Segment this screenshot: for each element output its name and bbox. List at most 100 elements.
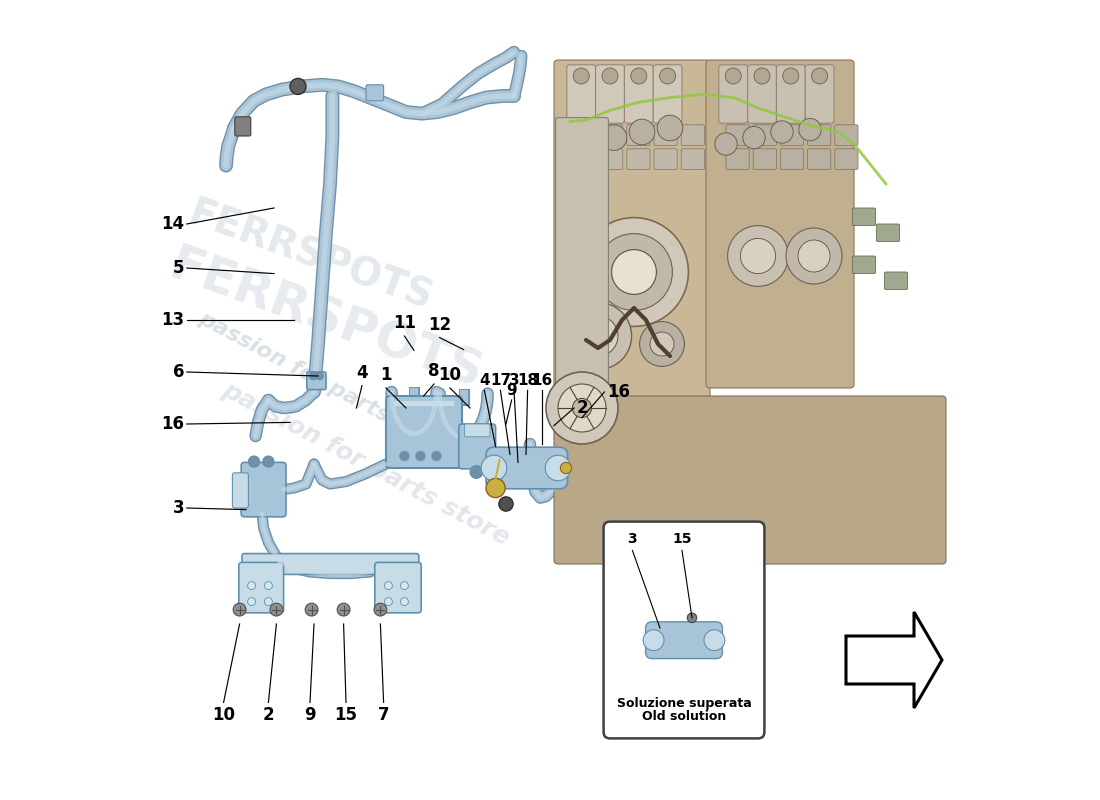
Circle shape — [573, 131, 598, 157]
Circle shape — [431, 451, 441, 461]
FancyBboxPatch shape — [852, 256, 876, 274]
FancyBboxPatch shape — [654, 149, 678, 170]
Circle shape — [249, 456, 260, 467]
FancyBboxPatch shape — [627, 149, 650, 170]
Text: 3: 3 — [508, 373, 519, 388]
FancyBboxPatch shape — [572, 125, 595, 146]
Text: 8: 8 — [428, 362, 440, 380]
Text: 10: 10 — [439, 366, 462, 384]
FancyBboxPatch shape — [375, 562, 421, 613]
Circle shape — [578, 316, 618, 356]
Circle shape — [416, 451, 426, 461]
Circle shape — [486, 478, 505, 498]
Text: Soluzione superata: Soluzione superata — [617, 698, 751, 710]
Text: 4: 4 — [356, 363, 367, 382]
Circle shape — [384, 598, 393, 606]
FancyBboxPatch shape — [627, 125, 650, 146]
Text: 10: 10 — [212, 706, 235, 723]
Circle shape — [786, 228, 842, 284]
Polygon shape — [846, 612, 942, 708]
FancyBboxPatch shape — [234, 117, 251, 136]
Text: 15: 15 — [672, 532, 692, 546]
FancyBboxPatch shape — [726, 125, 749, 146]
Text: 9: 9 — [506, 382, 517, 398]
Text: 9: 9 — [305, 706, 316, 723]
Circle shape — [264, 598, 273, 606]
Circle shape — [725, 68, 741, 84]
Circle shape — [639, 322, 684, 366]
FancyBboxPatch shape — [232, 473, 249, 508]
FancyBboxPatch shape — [459, 424, 496, 469]
Circle shape — [572, 398, 592, 418]
Circle shape — [400, 598, 408, 606]
Circle shape — [650, 332, 674, 356]
Text: 12: 12 — [428, 315, 451, 334]
FancyBboxPatch shape — [777, 65, 805, 123]
FancyBboxPatch shape — [600, 125, 623, 146]
Circle shape — [602, 68, 618, 84]
Text: 7: 7 — [377, 706, 389, 723]
Circle shape — [644, 630, 664, 650]
FancyBboxPatch shape — [805, 65, 834, 123]
Text: 4: 4 — [480, 373, 490, 388]
Circle shape — [560, 462, 572, 474]
FancyBboxPatch shape — [604, 522, 764, 738]
FancyBboxPatch shape — [807, 125, 830, 146]
FancyBboxPatch shape — [386, 396, 462, 468]
FancyBboxPatch shape — [554, 60, 710, 420]
Circle shape — [715, 133, 737, 155]
Circle shape — [374, 603, 387, 616]
Text: passion for parts store: passion for parts store — [218, 378, 514, 550]
Circle shape — [270, 603, 283, 616]
FancyBboxPatch shape — [807, 149, 830, 170]
Circle shape — [305, 603, 318, 616]
Circle shape — [783, 68, 799, 84]
Circle shape — [595, 234, 672, 310]
FancyBboxPatch shape — [464, 424, 490, 437]
Circle shape — [309, 372, 317, 380]
FancyBboxPatch shape — [572, 149, 595, 170]
FancyBboxPatch shape — [486, 447, 568, 489]
Circle shape — [602, 125, 627, 150]
Text: 11: 11 — [393, 314, 416, 332]
Text: 16: 16 — [162, 415, 185, 433]
Text: passion for parts store: passion for parts store — [195, 308, 458, 460]
Text: 13: 13 — [162, 311, 185, 329]
Circle shape — [400, 582, 408, 590]
Circle shape — [630, 68, 647, 84]
Text: 16: 16 — [607, 383, 630, 401]
FancyBboxPatch shape — [595, 65, 625, 123]
FancyBboxPatch shape — [242, 554, 419, 574]
FancyBboxPatch shape — [625, 65, 653, 123]
Circle shape — [580, 218, 689, 326]
Circle shape — [399, 451, 409, 461]
Circle shape — [316, 372, 323, 380]
Circle shape — [629, 119, 654, 145]
Circle shape — [498, 497, 514, 511]
Text: 18: 18 — [517, 373, 538, 388]
FancyBboxPatch shape — [748, 65, 777, 123]
Circle shape — [612, 250, 657, 294]
Circle shape — [727, 226, 789, 286]
Bar — [394, 401, 454, 406]
Text: 14: 14 — [162, 215, 185, 233]
FancyBboxPatch shape — [681, 149, 704, 170]
Circle shape — [264, 582, 273, 590]
FancyBboxPatch shape — [835, 149, 858, 170]
Text: 1: 1 — [381, 366, 392, 384]
Circle shape — [481, 455, 507, 481]
Circle shape — [248, 598, 255, 606]
FancyBboxPatch shape — [239, 562, 284, 613]
Circle shape — [338, 603, 350, 616]
Text: 2: 2 — [263, 706, 274, 723]
Circle shape — [704, 630, 725, 650]
Circle shape — [740, 238, 776, 274]
Text: 16: 16 — [531, 373, 552, 388]
Circle shape — [754, 68, 770, 84]
FancyBboxPatch shape — [366, 85, 384, 101]
Circle shape — [688, 613, 696, 622]
Circle shape — [799, 118, 822, 141]
Circle shape — [812, 68, 827, 84]
Circle shape — [248, 582, 255, 590]
FancyBboxPatch shape — [241, 462, 286, 517]
